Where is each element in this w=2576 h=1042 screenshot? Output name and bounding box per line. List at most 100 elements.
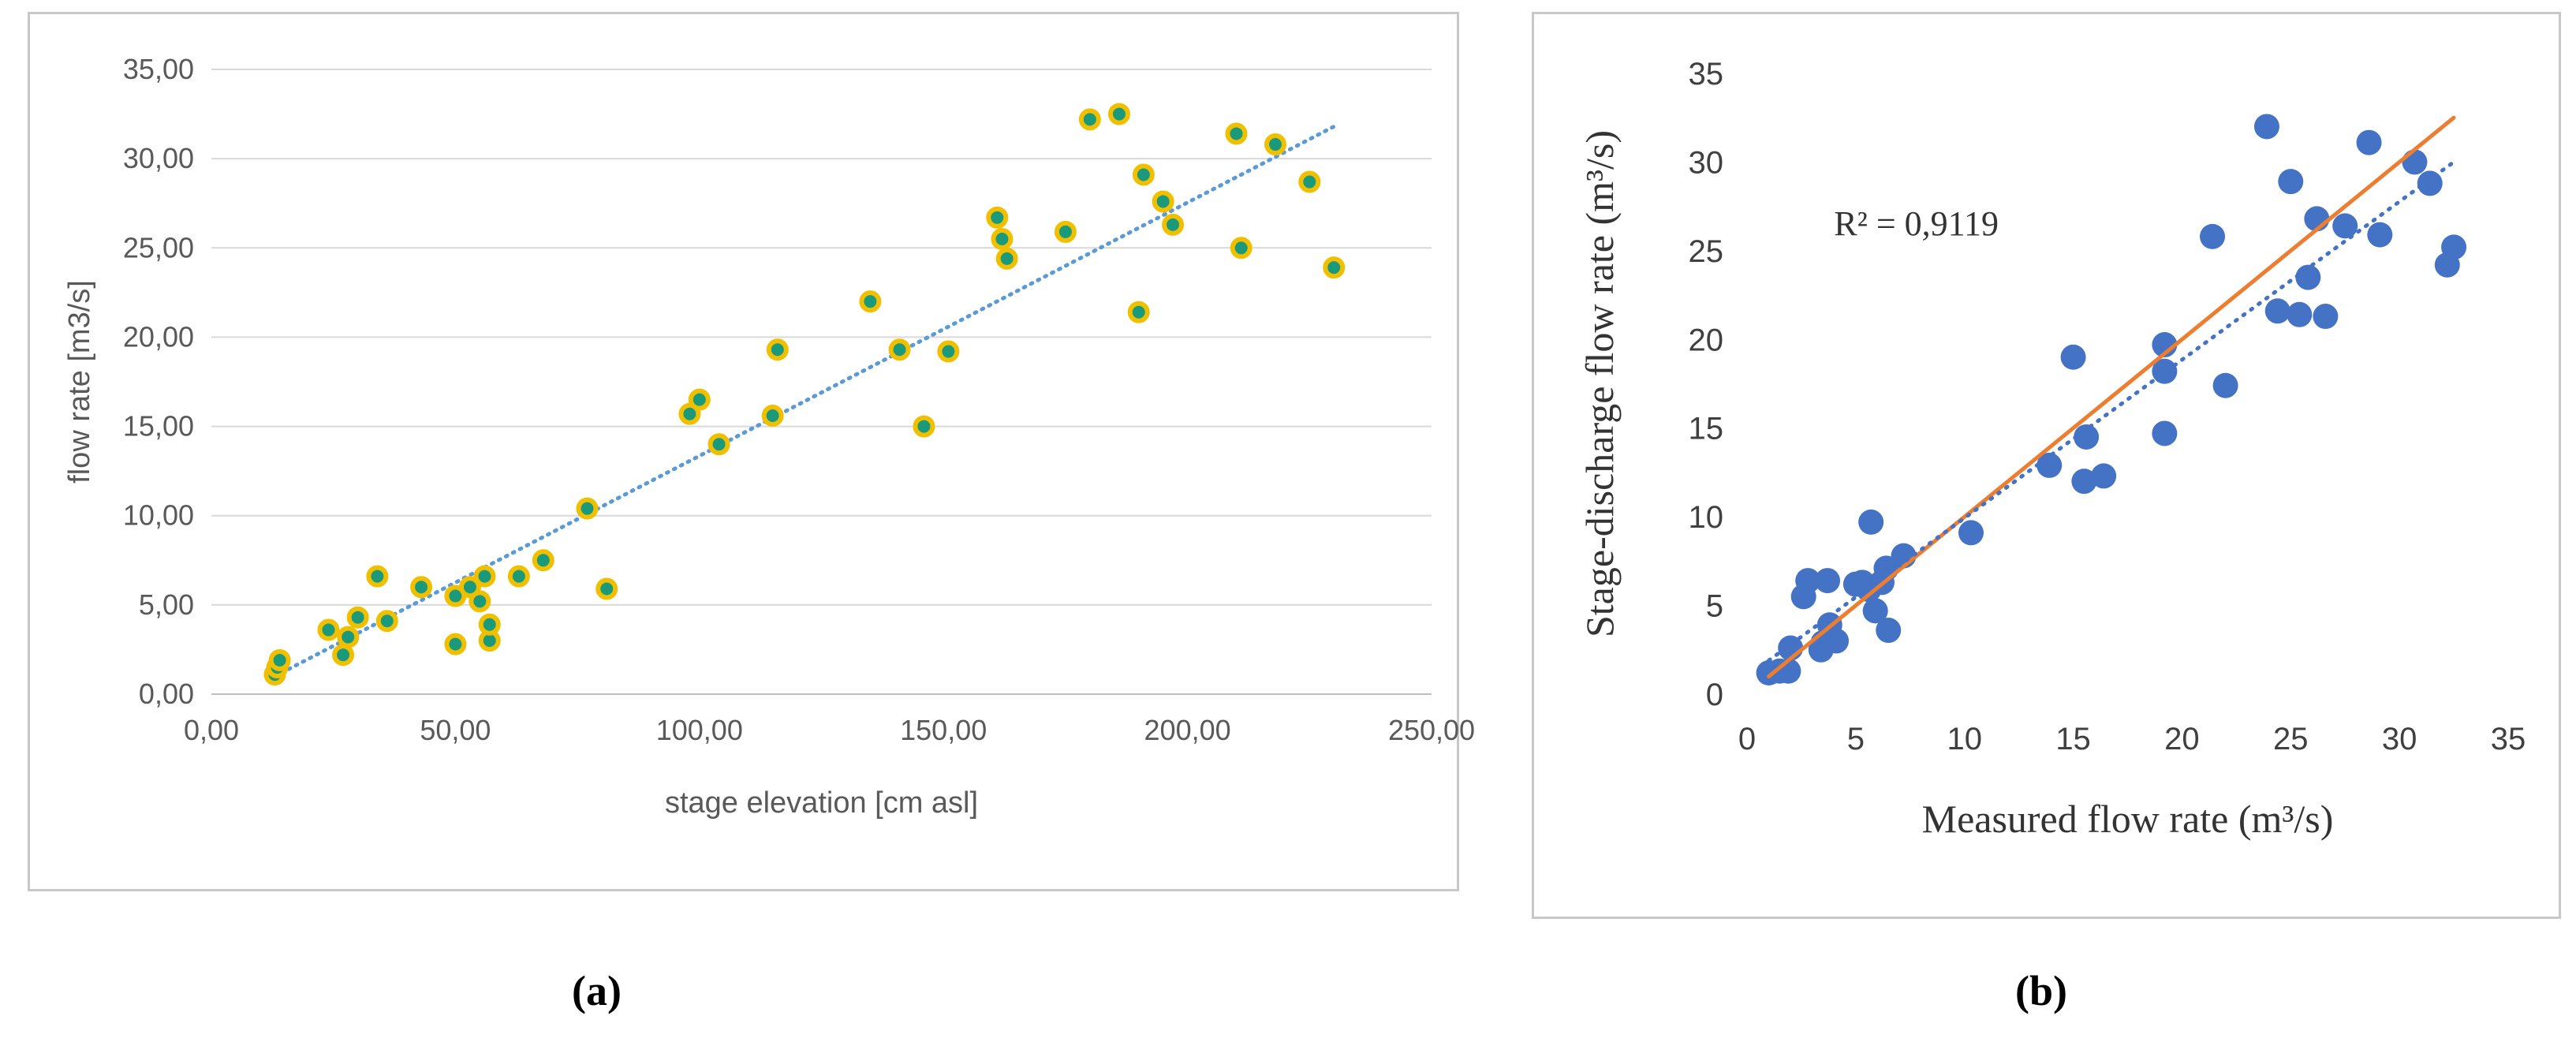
- y-tick-label: 0: [1706, 678, 1723, 712]
- data-point: [1132, 163, 1155, 186]
- scatter-chart-b: 0 5 10 15 20 25 30 35 0 5 10 15 20 25 30 35 Measured flo…: [1577, 57, 2526, 841]
- data-point: [268, 649, 291, 672]
- data-point: [913, 415, 935, 438]
- data-point: [1298, 170, 1321, 193]
- y-tick-label: 10,00: [123, 499, 194, 532]
- data-point: [1127, 301, 1150, 323]
- chart-panel-a: 0,00 5,00 10,00 15,00 20,00 25,00 30,00 35,00 0,…: [28, 12, 1475, 891]
- data-point: [2287, 301, 2313, 327]
- data-point: [1323, 256, 1346, 279]
- scatter-chart-a: 0,00 5,00 10,00 15,00 20,00 25,00 30,00 35,00 0,…: [63, 53, 1475, 820]
- data-point: [507, 565, 530, 588]
- data-point: [1078, 108, 1101, 131]
- data-point: [2356, 129, 2382, 155]
- x-tick-label: 5: [1847, 722, 1865, 756]
- y-tick-label: 30,00: [123, 142, 194, 174]
- data-point: [2441, 234, 2467, 260]
- x-tick-label: 15: [2055, 722, 2091, 756]
- chart-panel-b: 0 5 10 15 20 25 30 35 0 5 10 15 20 25 30 35 Measured flo…: [1532, 12, 2561, 919]
- data-point: [678, 402, 701, 425]
- panel-label-b: (b): [2015, 967, 2067, 1014]
- data-point: [2313, 304, 2339, 330]
- data-point: [1815, 568, 1841, 594]
- data-point: [1795, 568, 1821, 594]
- data-point: [2071, 469, 2097, 495]
- data-point: [2152, 332, 2178, 358]
- data-point: [595, 577, 618, 600]
- data-point: [2295, 264, 2321, 290]
- data-point: [478, 613, 501, 636]
- y-tick-label: 35: [1689, 57, 1724, 92]
- y-tick-label: 15: [1689, 412, 1724, 446]
- data-point: [1824, 628, 1850, 654]
- data-point: [1858, 509, 1884, 535]
- data-point: [2200, 223, 2226, 249]
- x-tick-label: 30: [2382, 722, 2417, 756]
- x-tick-label: 250,00: [1388, 714, 1475, 746]
- x-tick-label: 150,00: [900, 714, 987, 746]
- data-point: [2253, 114, 2279, 140]
- data-point: [2152, 420, 2178, 446]
- x-axis-title: Measured flow rate (m³/s): [1922, 797, 2334, 841]
- data-point: [532, 549, 554, 572]
- x-tick-label: 25: [2273, 722, 2309, 756]
- data-point: [1264, 133, 1286, 156]
- panel-label-a: (a): [572, 967, 622, 1014]
- y-tick-label: 20: [1689, 323, 1724, 357]
- y-tick-label: 0,00: [139, 678, 194, 710]
- data-point: [444, 633, 467, 655]
- data-point: [317, 618, 340, 641]
- data-point: [995, 247, 1018, 270]
- data-point: [576, 497, 599, 520]
- data-point: [1230, 237, 1253, 260]
- data-point: [1152, 190, 1174, 213]
- y-tick-label: 35,00: [123, 53, 194, 85]
- data-point: [986, 206, 1009, 229]
- data-point: [707, 433, 730, 456]
- y-tick-label: 25: [1689, 234, 1724, 269]
- data-point: [332, 644, 355, 667]
- data-point: [991, 227, 1014, 250]
- data-point: [761, 404, 784, 427]
- data-point: [2367, 222, 2393, 248]
- trendline: [1767, 159, 2456, 663]
- y-axis-title: Stage-discharge flow rate (m³/s): [1577, 130, 1622, 637]
- data-point: [337, 626, 360, 648]
- data-point: [2091, 463, 2117, 489]
- y-tick-label: 20,00: [123, 320, 194, 353]
- x-tick-label: 200,00: [1144, 714, 1231, 746]
- data-point: [469, 590, 491, 613]
- x-tick-label: 20: [2164, 722, 2200, 756]
- data-point: [2074, 424, 2100, 450]
- y-tick-label: 5: [1706, 589, 1723, 624]
- data-point: [2402, 149, 2428, 175]
- y-tick-label: 5,00: [139, 588, 194, 621]
- x-tick-label: 50,00: [420, 714, 491, 746]
- data-point: [2278, 169, 2304, 195]
- y-tick-label: 30: [1689, 145, 1724, 180]
- data-point: [1162, 213, 1185, 236]
- y-axis-title: flow rate [m3/s]: [63, 280, 96, 484]
- data-point: [2417, 170, 2443, 196]
- data-point: [937, 340, 960, 363]
- data-point: [688, 388, 711, 411]
- x-tick-label: 0: [1738, 722, 1756, 756]
- data-point: [410, 576, 433, 599]
- data-point: [859, 290, 882, 313]
- data-point: [458, 576, 481, 599]
- data-point: [2264, 298, 2290, 324]
- data-point: [888, 338, 911, 361]
- data-point: [1958, 520, 1984, 546]
- data-point: [1107, 103, 1130, 125]
- data-point: [1862, 598, 1888, 624]
- data-point: [1876, 618, 1902, 644]
- trendline: [272, 124, 1336, 678]
- x-axis-title: stage elevation [cm asl]: [665, 786, 978, 820]
- x-tick-label: 0,00: [184, 714, 239, 746]
- data-point: [346, 606, 369, 629]
- identity-line: [1767, 115, 2456, 679]
- data-point: [1054, 220, 1077, 243]
- r-squared-annotation: R² = 0,9119: [1834, 204, 1999, 243]
- data-point: [2212, 372, 2238, 398]
- y-tick-label: 15,00: [123, 410, 194, 443]
